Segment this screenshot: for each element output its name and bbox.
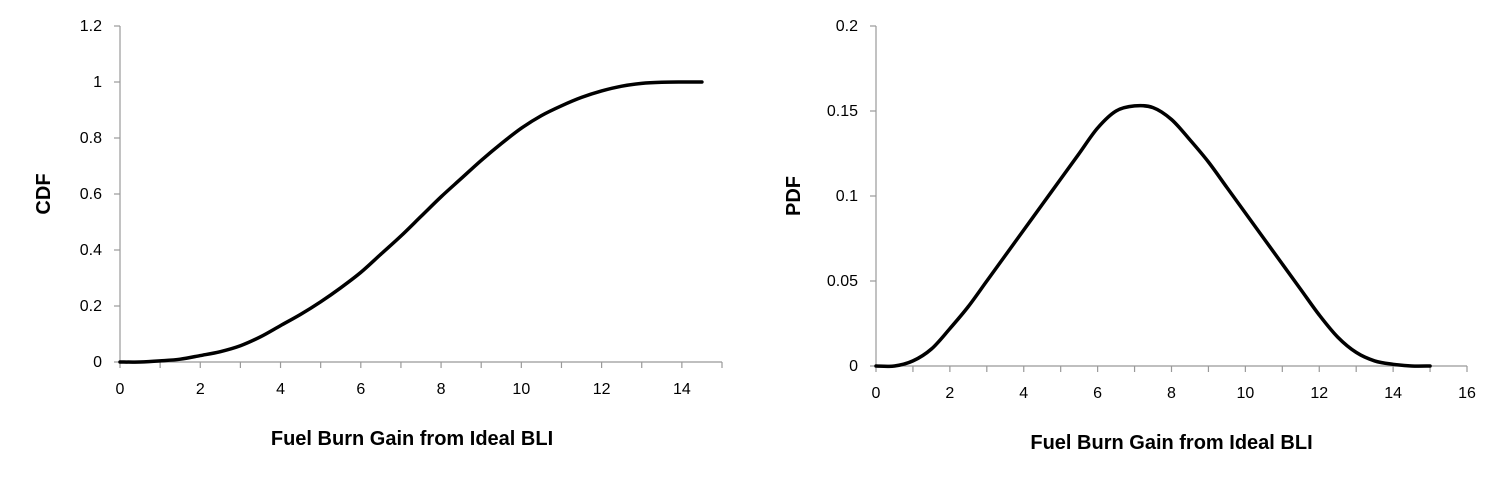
y-tick-label: 0: [849, 358, 858, 375]
y-tick-label: 0.4: [80, 242, 102, 259]
x-tick-label: 14: [1384, 385, 1402, 402]
y-tick-label: 0.6: [80, 186, 102, 203]
x-tick-label: 6: [356, 381, 365, 398]
x-tick-label: 10: [1236, 385, 1254, 402]
x-tick-label: 14: [673, 381, 691, 398]
x-tick-label: 6: [1093, 385, 1102, 402]
x-tick-label: 8: [1167, 385, 1176, 402]
chart-cdf: 0 0.2 0.4 0.6 0.8 1 1.2 0 2 4 6 8 10 12 14 Fuel Burn Ga…: [33, 18, 723, 450]
x-tick-label: 0: [116, 381, 125, 398]
x-tick-label: 8: [437, 381, 446, 398]
x-tick-label: 12: [593, 381, 611, 398]
y-tick-label: 0.2: [836, 18, 858, 35]
x-axis-title: Fuel Burn Gain from Ideal BLI: [271, 428, 553, 450]
y-tick-label: 0.2: [80, 298, 102, 315]
x-tick-label: 10: [512, 381, 530, 398]
x-tick-label: 2: [196, 381, 205, 398]
y-tick-label: 1: [93, 74, 102, 91]
x-tick-label: 12: [1310, 385, 1328, 402]
cdf-series-line: [118, 80, 704, 364]
pdf-series-line: [874, 103, 1432, 369]
y-tick-label: 0: [93, 354, 102, 371]
y-axis-title: PDF: [783, 176, 805, 216]
x-axis-title: Fuel Burn Gain from Ideal BLI: [1030, 432, 1312, 454]
x-tick-label: 16: [1458, 385, 1476, 402]
y-axis-title: CDF: [33, 173, 55, 214]
y-tick-label: 0.05: [827, 273, 858, 290]
x-tick-label: 4: [1019, 385, 1028, 402]
x-tick-label: 0: [872, 385, 881, 402]
y-tick-label: 0.1: [836, 188, 858, 205]
chart-pdf: 0 0.05 0.1 0.15 0.2 0 2 4 6 8 10 12 14 16 Fuel Burn Ga…: [783, 18, 1476, 454]
y-tick-label: 0.8: [80, 130, 102, 147]
x-tick-label: 2: [945, 385, 954, 402]
y-tick-label: 0.15: [827, 103, 858, 120]
x-tick-label: 4: [276, 381, 285, 398]
y-tick-label: 1.2: [80, 18, 102, 35]
